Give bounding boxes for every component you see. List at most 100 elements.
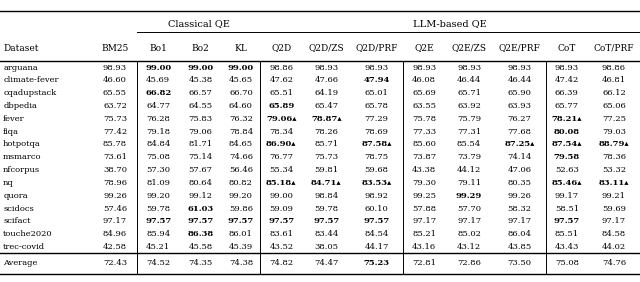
Text: Dataset: Dataset — [3, 43, 38, 52]
Text: 81.71: 81.71 — [188, 140, 212, 148]
Text: 74.14: 74.14 — [507, 153, 532, 161]
Text: Q2E/ZS: Q2E/ZS — [452, 43, 486, 52]
Text: 44.02: 44.02 — [602, 243, 626, 251]
Text: 65.06: 65.06 — [602, 102, 626, 110]
Text: 75.23: 75.23 — [364, 259, 390, 267]
Text: 64.55: 64.55 — [188, 102, 212, 110]
Text: 66.82: 66.82 — [145, 89, 172, 97]
Text: 66.39: 66.39 — [555, 89, 579, 97]
Text: 99.12: 99.12 — [188, 192, 212, 200]
Text: 99.17: 99.17 — [555, 192, 579, 200]
Text: 65.55: 65.55 — [103, 89, 127, 97]
Text: 84.65: 84.65 — [229, 140, 253, 148]
Text: 64.77: 64.77 — [146, 102, 170, 110]
Text: 98.93: 98.93 — [555, 63, 579, 72]
Text: trec-covid: trec-covid — [3, 243, 45, 251]
Text: Q2D/PRF: Q2D/PRF — [355, 43, 398, 52]
Text: 43.43: 43.43 — [555, 243, 579, 251]
Text: 75.79: 75.79 — [457, 115, 481, 123]
Text: 61.03: 61.03 — [188, 204, 214, 213]
Text: 98.93: 98.93 — [314, 63, 339, 72]
Text: 73.79: 73.79 — [457, 153, 481, 161]
Text: 45.38: 45.38 — [188, 76, 212, 84]
Text: 65.77: 65.77 — [555, 102, 579, 110]
Text: 46.44: 46.44 — [507, 76, 532, 84]
Text: 65.69: 65.69 — [412, 89, 436, 97]
Text: 46.60: 46.60 — [103, 76, 127, 84]
Text: 83.61: 83.61 — [269, 230, 293, 238]
Text: LLM-based QE: LLM-based QE — [413, 19, 487, 28]
Text: 72.43: 72.43 — [103, 259, 127, 267]
Text: 46.44: 46.44 — [457, 76, 481, 84]
Text: 77.68: 77.68 — [508, 128, 531, 136]
Text: 84.96: 84.96 — [103, 230, 127, 238]
Text: scidocs: scidocs — [3, 204, 34, 213]
Text: 86.01: 86.01 — [229, 230, 253, 238]
Text: 65.01: 65.01 — [365, 89, 388, 97]
Text: 85.02: 85.02 — [457, 230, 481, 238]
Text: 78.21▴: 78.21▴ — [552, 115, 582, 123]
Text: Bo1: Bo1 — [149, 43, 167, 52]
Text: Q2D: Q2D — [271, 43, 291, 52]
Text: 78.84: 78.84 — [228, 128, 253, 136]
Text: 72.81: 72.81 — [412, 259, 436, 267]
Text: 76.27: 76.27 — [508, 115, 531, 123]
Text: 65.51: 65.51 — [269, 89, 293, 97]
Text: 44.17: 44.17 — [364, 243, 389, 251]
Text: Q2E: Q2E — [414, 43, 434, 52]
Text: 47.94: 47.94 — [364, 76, 390, 84]
Text: 87.25▴: 87.25▴ — [504, 140, 534, 148]
Text: 99.26: 99.26 — [103, 192, 127, 200]
Text: fiqa: fiqa — [3, 128, 19, 136]
Text: 78.34: 78.34 — [269, 128, 294, 136]
Text: 59.69: 59.69 — [602, 204, 626, 213]
Text: 99.29: 99.29 — [456, 192, 482, 200]
Text: 97.17: 97.17 — [457, 217, 481, 225]
Text: 73.87: 73.87 — [412, 153, 436, 161]
Text: 74.47: 74.47 — [314, 259, 339, 267]
Text: 63.55: 63.55 — [412, 102, 436, 110]
Text: 60.10: 60.10 — [365, 204, 388, 213]
Text: 97.17: 97.17 — [412, 217, 436, 225]
Text: 78.69: 78.69 — [365, 128, 388, 136]
Text: 38.05: 38.05 — [314, 243, 339, 251]
Text: arguana: arguana — [3, 63, 38, 72]
Text: 74.35: 74.35 — [188, 259, 212, 267]
Text: 77.25: 77.25 — [602, 115, 626, 123]
Text: 97.17: 97.17 — [508, 217, 531, 225]
Text: 75.73: 75.73 — [103, 115, 127, 123]
Text: 97.17: 97.17 — [103, 217, 127, 225]
Text: 79.11: 79.11 — [457, 179, 481, 187]
Text: scifact: scifact — [3, 217, 31, 225]
Text: 75.08: 75.08 — [147, 153, 170, 161]
Text: 97.57: 97.57 — [145, 217, 172, 225]
Text: 43.85: 43.85 — [508, 243, 531, 251]
Text: 98.92: 98.92 — [365, 192, 388, 200]
Text: 85.78: 85.78 — [103, 140, 127, 148]
Text: 79.58: 79.58 — [554, 153, 580, 161]
Text: 59.81: 59.81 — [314, 166, 339, 174]
Text: 66.12: 66.12 — [602, 89, 626, 97]
Text: 73.61: 73.61 — [103, 153, 127, 161]
Text: 78.87▴: 78.87▴ — [311, 115, 342, 123]
Text: 84.71▴: 84.71▴ — [311, 179, 342, 187]
Text: 98.86: 98.86 — [602, 63, 626, 72]
Text: 42.58: 42.58 — [103, 243, 127, 251]
Text: 65.71: 65.71 — [457, 89, 481, 97]
Text: 59.78: 59.78 — [146, 204, 170, 213]
Text: 45.39: 45.39 — [228, 243, 253, 251]
Text: 64.60: 64.60 — [229, 102, 253, 110]
Text: 98.93: 98.93 — [103, 63, 127, 72]
Text: 45.69: 45.69 — [146, 76, 170, 84]
Text: Classical QE: Classical QE — [168, 19, 230, 28]
Text: 74.76: 74.76 — [602, 259, 626, 267]
Text: 97.57: 97.57 — [268, 217, 294, 225]
Text: 66.57: 66.57 — [189, 89, 212, 97]
Text: quora: quora — [3, 192, 28, 200]
Text: touche2020: touche2020 — [3, 230, 53, 238]
Text: 88.79▴: 88.79▴ — [598, 140, 629, 148]
Text: 59.09: 59.09 — [269, 204, 293, 213]
Text: 76.32: 76.32 — [229, 115, 253, 123]
Text: 85.51: 85.51 — [555, 230, 579, 238]
Text: 84.58: 84.58 — [602, 230, 626, 238]
